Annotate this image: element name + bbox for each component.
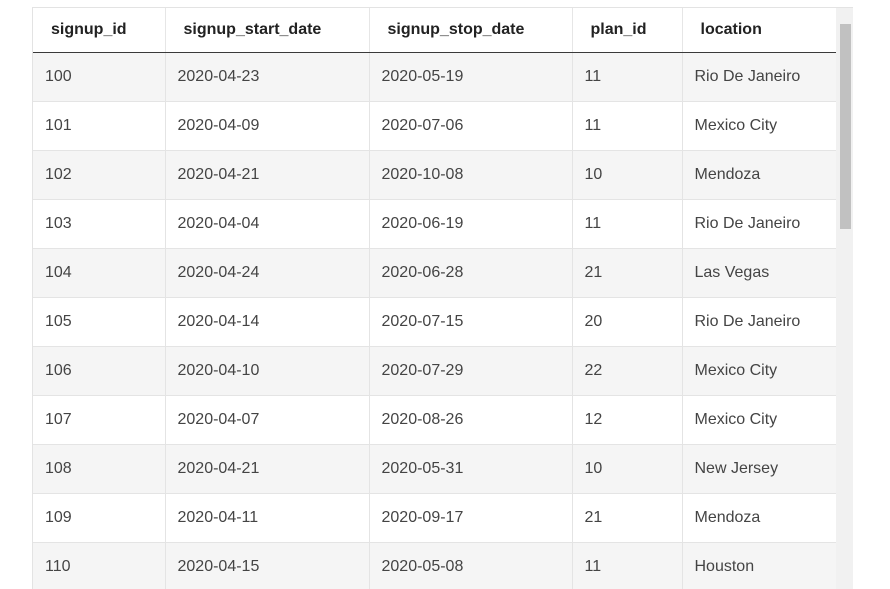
table-header: signup_id signup_start_date signup_stop_… [33,8,836,53]
cell-signup-start-date: 2020-04-21 [165,151,369,200]
cell-signup-stop-date: 2020-06-28 [369,249,572,298]
cell-signup-start-date: 2020-04-14 [165,298,369,347]
cell-plan-id: 12 [572,396,682,445]
cell-signup-id: 109 [33,494,165,543]
cell-location: Mendoza [682,494,836,543]
cell-location: Mendoza [682,151,836,200]
cell-signup-start-date: 2020-04-11 [165,494,369,543]
cell-signup-start-date: 2020-04-10 [165,347,369,396]
cell-signup-start-date: 2020-04-09 [165,102,369,151]
cell-location: New Jersey [682,445,836,494]
results-table: signup_id signup_start_date signup_stop_… [33,8,837,589]
cell-signup-id: 101 [33,102,165,151]
cell-signup-stop-date: 2020-10-08 [369,151,572,200]
column-header-signup-start-date[interactable]: signup_start_date [165,8,369,53]
cell-signup-id: 110 [33,543,165,589]
cell-plan-id: 11 [572,200,682,249]
cell-signup-start-date: 2020-04-04 [165,200,369,249]
cell-location: Houston [682,543,836,589]
cell-signup-stop-date: 2020-07-29 [369,347,572,396]
cell-location: Rio De Janeiro [682,200,836,249]
cell-signup-stop-date: 2020-07-15 [369,298,572,347]
cell-signup-id: 108 [33,445,165,494]
cell-plan-id: 11 [572,543,682,589]
cell-signup-stop-date: 2020-05-19 [369,53,572,102]
cell-plan-id: 11 [572,102,682,151]
cell-location: Rio De Janeiro [682,298,836,347]
cell-signup-stop-date: 2020-08-26 [369,396,572,445]
cell-signup-start-date: 2020-04-23 [165,53,369,102]
cell-location: Mexico City [682,102,836,151]
column-header-plan-id[interactable]: plan_id [572,8,682,53]
cell-signup-id: 104 [33,249,165,298]
cell-signup-start-date: 2020-04-15 [165,543,369,589]
cell-signup-stop-date: 2020-05-31 [369,445,572,494]
cell-location: Mexico City [682,347,836,396]
cell-signup-start-date: 2020-04-24 [165,249,369,298]
cell-plan-id: 20 [572,298,682,347]
cell-signup-start-date: 2020-04-21 [165,445,369,494]
header-row: signup_id signup_start_date signup_stop_… [33,8,836,53]
cell-plan-id: 21 [572,249,682,298]
scrollbar-thumb[interactable] [840,24,851,229]
column-header-signup-id[interactable]: signup_id [33,8,165,53]
cell-plan-id: 21 [572,494,682,543]
cell-signup-id: 106 [33,347,165,396]
cell-signup-id: 100 [33,53,165,102]
cell-signup-stop-date: 2020-05-08 [369,543,572,589]
column-header-location[interactable]: location [682,8,836,53]
cell-plan-id: 22 [572,347,682,396]
vertical-scrollbar[interactable] [836,8,853,589]
cell-signup-start-date: 2020-04-07 [165,396,369,445]
cell-signup-stop-date: 2020-09-17 [369,494,572,543]
cell-plan-id: 10 [572,151,682,200]
cell-signup-id: 105 [33,298,165,347]
cell-signup-id: 102 [33,151,165,200]
cell-signup-id: 103 [33,200,165,249]
cell-signup-stop-date: 2020-07-06 [369,102,572,151]
cell-plan-id: 11 [572,53,682,102]
cell-location: Rio De Janeiro [682,53,836,102]
cell-signup-id: 107 [33,396,165,445]
cell-location: Mexico City [682,396,836,445]
cell-location: Las Vegas [682,249,836,298]
column-header-signup-stop-date[interactable]: signup_stop_date [369,8,572,53]
results-table-container: signup_id signup_start_date signup_stop_… [32,7,853,589]
cell-signup-stop-date: 2020-06-19 [369,200,572,249]
cell-plan-id: 10 [572,445,682,494]
